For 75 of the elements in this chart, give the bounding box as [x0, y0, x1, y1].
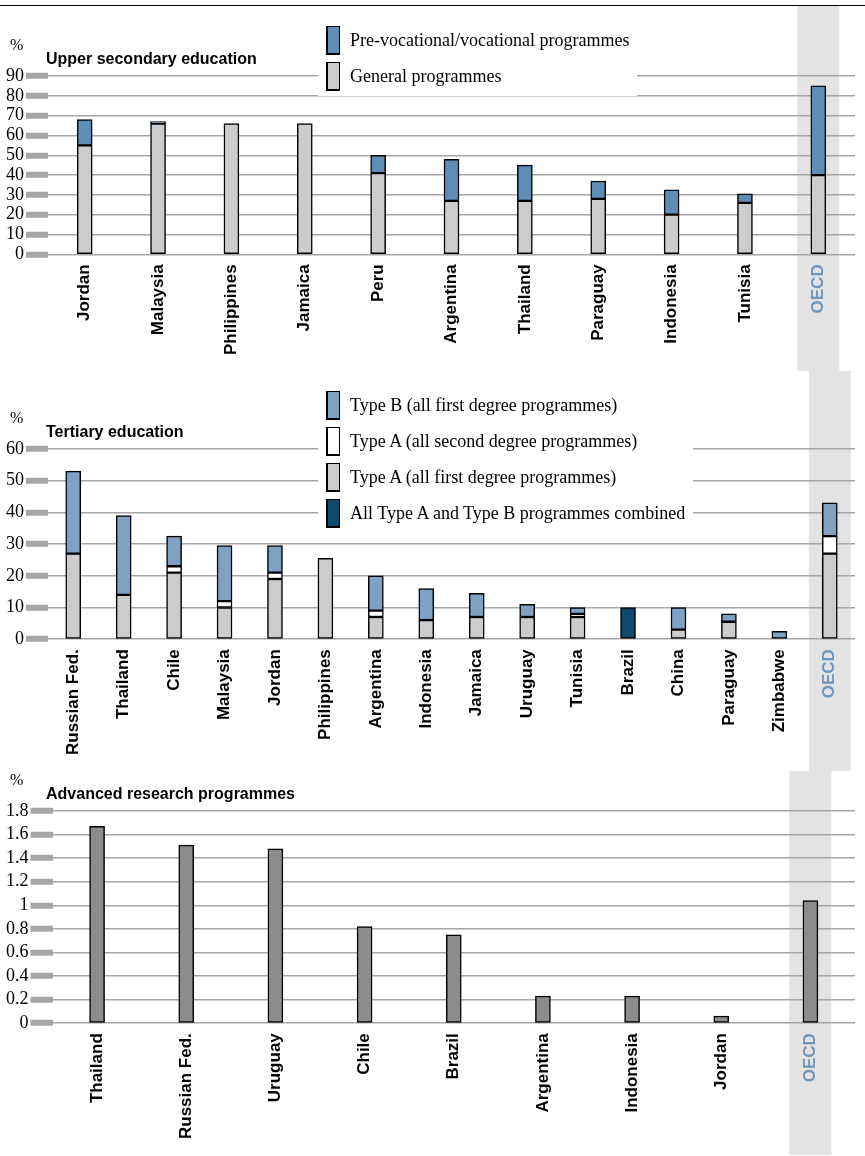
x-tick-label: Thailand	[514, 264, 534, 335]
x-tick-label: OECD	[800, 1033, 820, 1083]
y-tick-label: 0.4	[6, 964, 29, 985]
x-tick-label: Indonesia	[621, 1032, 641, 1113]
y-tick-label: 70	[6, 104, 24, 125]
x-tick-label: OECD	[819, 649, 839, 699]
x-tick-label: Indonesia	[415, 648, 435, 729]
x-tick-label: Jordan	[74, 264, 94, 322]
y-axis-title: %	[10, 409, 24, 426]
x-tick-label: China	[668, 648, 688, 697]
x-tick-label: Russian Fed.	[175, 1033, 195, 1140]
legend-label: All Type A and Type B programmes combined	[350, 502, 686, 524]
x-tick-label: Uruguay	[516, 648, 536, 719]
y-tick-label: 50	[6, 143, 24, 164]
x-tick-label: Tunisia	[567, 648, 587, 708]
legend-label: Type A (all second degree programmes)	[350, 430, 638, 452]
x-tick-label: Brazil	[617, 649, 637, 696]
y-tick-label: 80	[6, 84, 24, 105]
y-tick-label: 50	[6, 469, 24, 490]
x-tick-label: Philippines	[221, 264, 241, 356]
x-tick-label: Chile	[354, 1033, 374, 1075]
x-tick-label: OECD	[808, 264, 828, 314]
x-tick-label: Thailand	[86, 1033, 106, 1104]
y-tick-label: 1.2	[6, 870, 29, 891]
y-tick-label: 0.2	[6, 988, 29, 1009]
x-tick-label: Jordan	[710, 1033, 730, 1090]
x-tick-label: Philippines	[315, 649, 335, 740]
y-tick-label: 40	[6, 501, 24, 522]
x-tick-label: Chile	[163, 649, 183, 691]
y-tick-label: 60	[6, 437, 24, 458]
x-tick-label: Zimbabwe	[769, 649, 789, 733]
y-axis-title: %	[10, 771, 24, 788]
y-tick-label: 40	[6, 163, 24, 184]
x-tick-label: Brazil	[443, 1033, 463, 1080]
x-tick-label: Paraguay	[587, 263, 607, 341]
y-tick-label: 0	[15, 243, 24, 264]
y-tick-label: 30	[6, 532, 24, 553]
y-tick-label: 20	[6, 203, 24, 224]
y-tick-label: 1.6	[6, 823, 29, 844]
y-tick-label: 60	[6, 124, 24, 145]
x-tick-label: Malaysia	[214, 648, 234, 721]
x-tick-label: Russian Fed.	[62, 649, 82, 756]
chart-title: Upper secondary education	[46, 50, 257, 67]
x-tick-label: Peru	[367, 264, 387, 303]
y-tick-label: 10	[6, 596, 24, 617]
chart-title: Tertiary education	[46, 423, 184, 440]
x-tick-label: Argentina	[532, 1032, 552, 1113]
y-tick-label: 0.6	[6, 941, 29, 962]
y-tick-label: 1.8	[6, 799, 29, 820]
legend-label: General programmes	[350, 65, 502, 87]
x-tick-label: Argentina	[365, 648, 385, 729]
chart-title: Advanced research programmes	[46, 785, 296, 802]
y-tick-label: 30	[6, 183, 24, 204]
y-tick-label: 90	[6, 64, 24, 85]
x-tick-label: Jordan	[264, 649, 284, 706]
x-tick-label: Tunisia	[734, 263, 754, 323]
y-tick-label: 1.4	[6, 846, 29, 867]
y-tick-label: 20	[6, 564, 24, 585]
x-tick-label: Paraguay	[718, 648, 738, 726]
y-tick-label: 10	[6, 223, 24, 244]
x-tick-label: Uruguay	[265, 1032, 285, 1103]
x-tick-label: Thailand	[113, 649, 133, 720]
y-tick-label: 0.8	[6, 917, 29, 938]
x-tick-label: Jamaica	[294, 263, 314, 332]
x-tick-label: Argentina	[441, 263, 461, 344]
x-tick-label: Malaysia	[147, 263, 167, 336]
y-tick-label: 0	[19, 1011, 29, 1032]
y-axis-title: %	[10, 36, 24, 53]
y-tick-label: 1	[19, 894, 29, 915]
x-tick-label: Jamaica	[466, 648, 486, 717]
legend-label: Type B (all first degree programmes)	[350, 394, 618, 416]
x-tick-label: Indonesia	[661, 263, 681, 344]
y-tick-label: 0	[15, 627, 24, 648]
legend-label: Pre-vocational/vocational programmes	[350, 29, 630, 51]
legend-label: Type A (all first degree programmes)	[350, 466, 617, 488]
